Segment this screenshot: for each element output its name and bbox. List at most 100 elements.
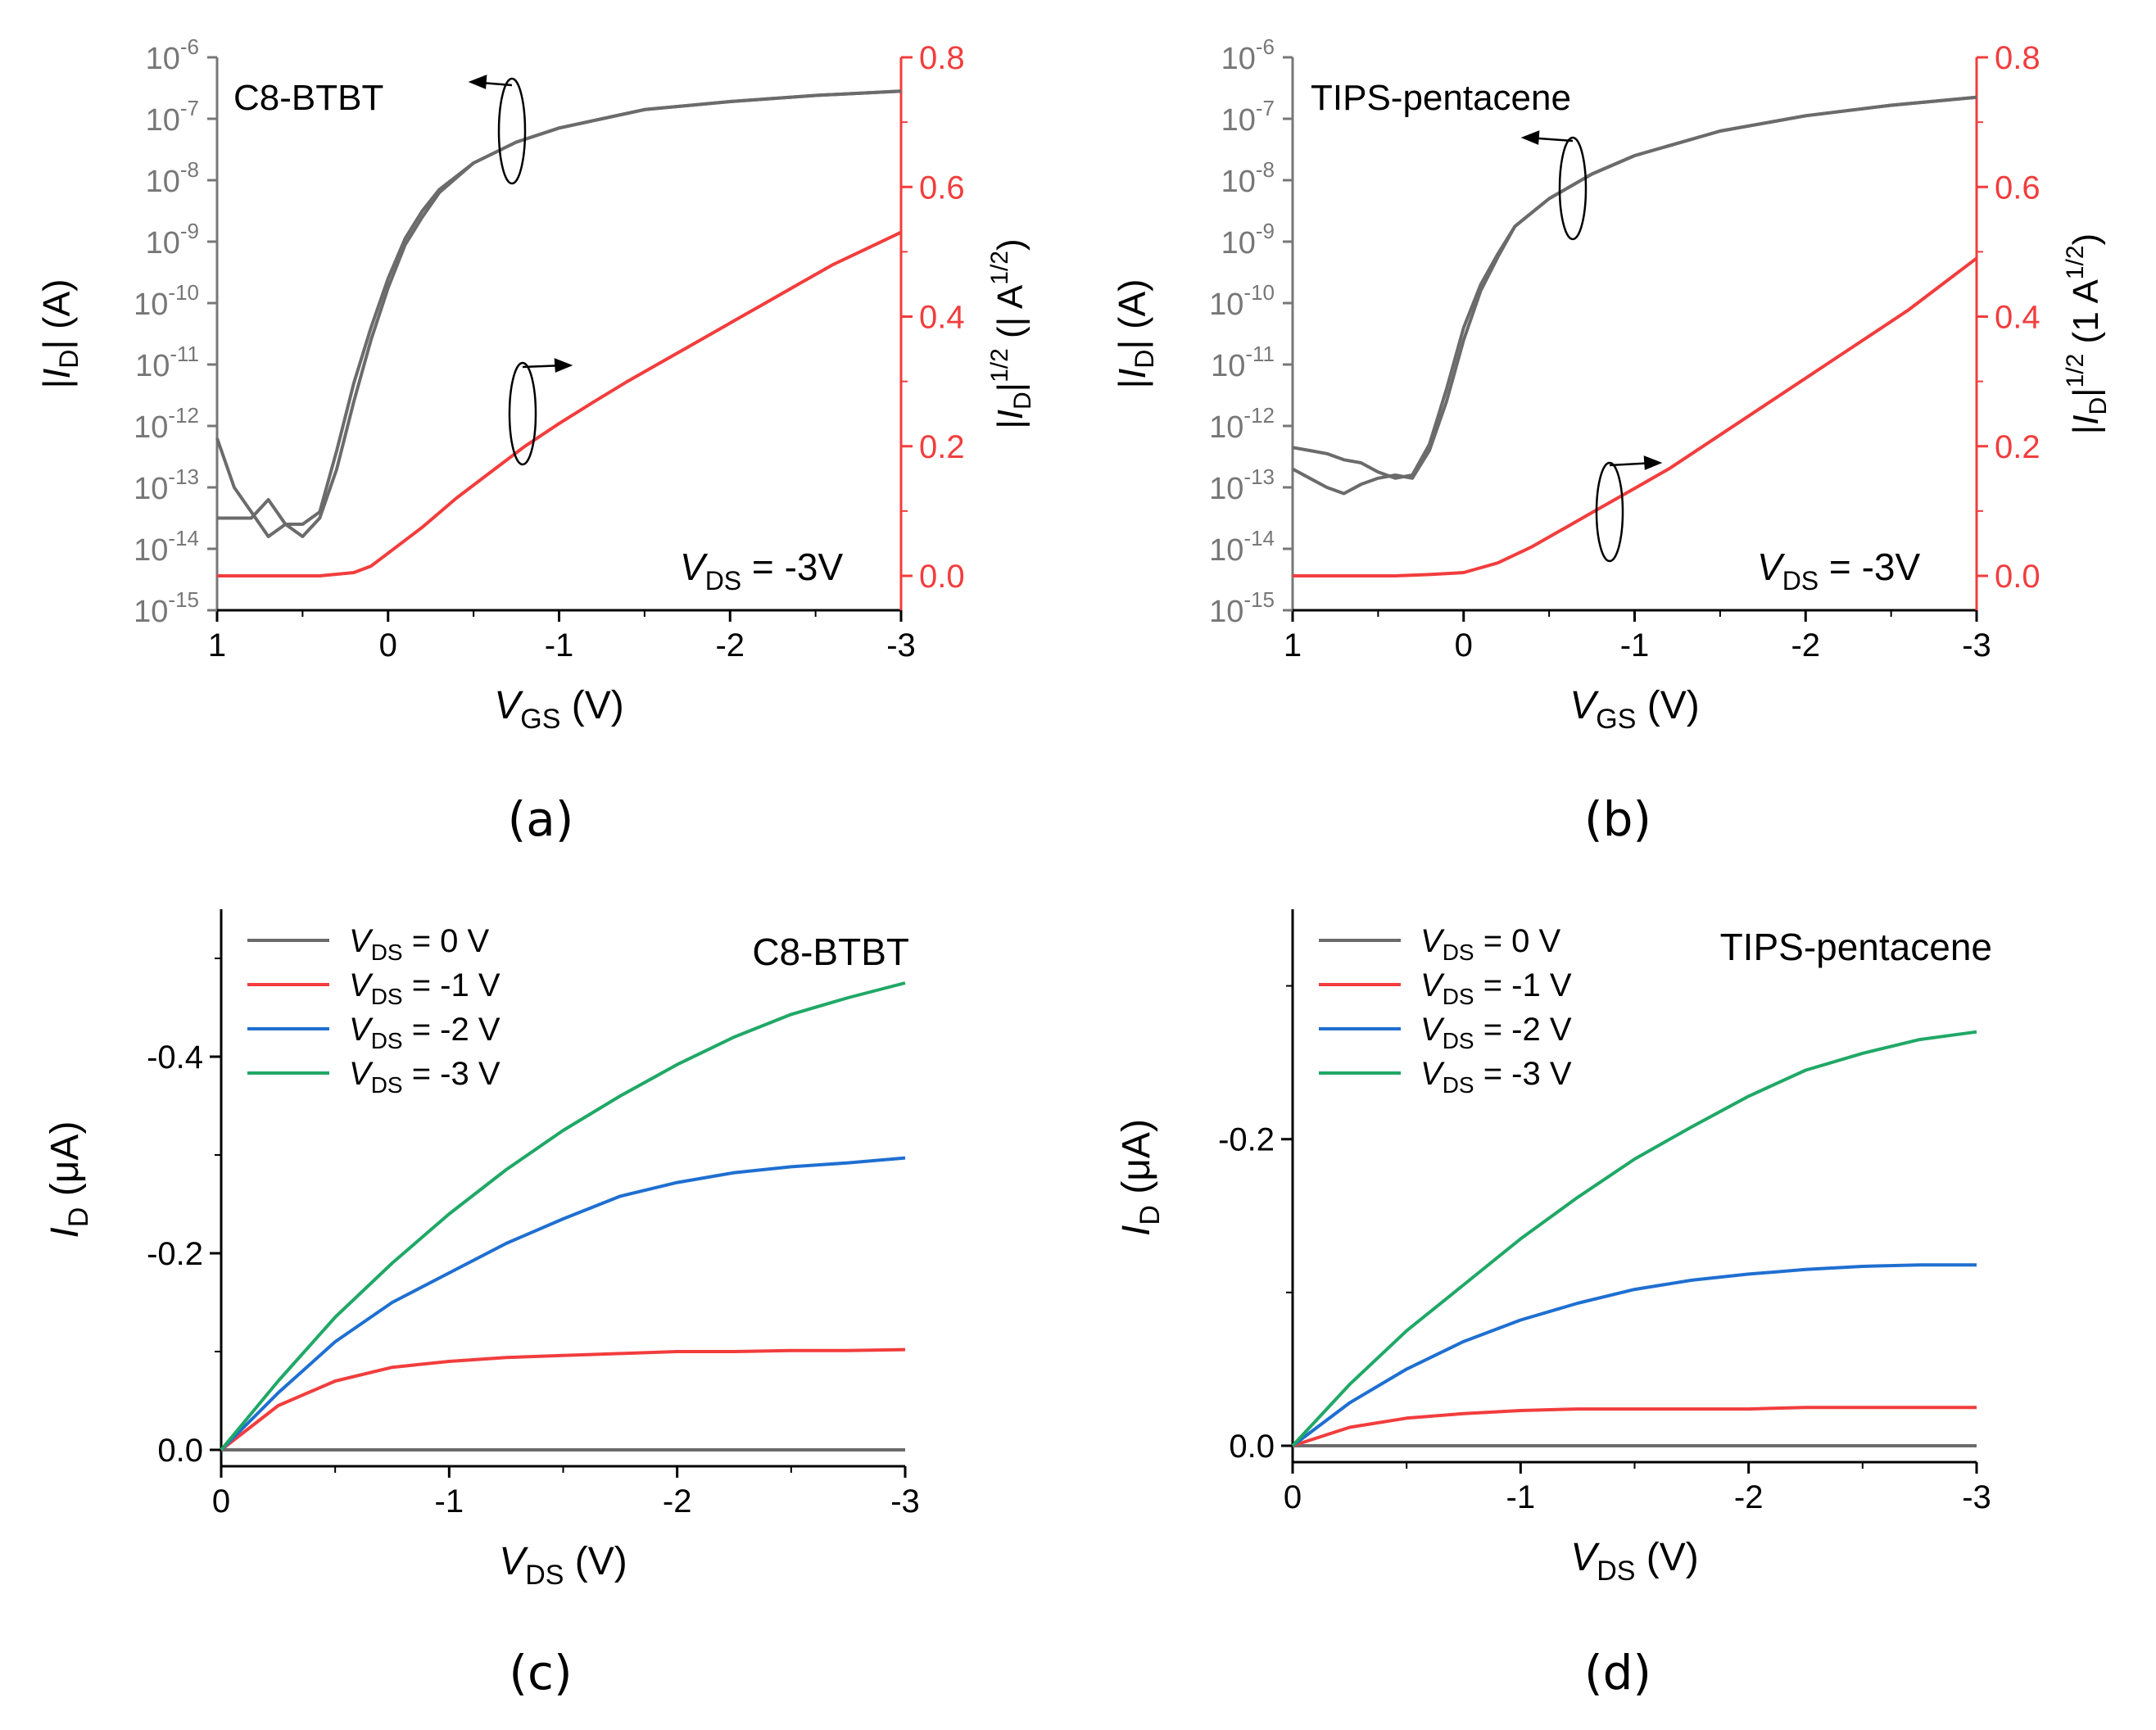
panel-b-y-left-tick-label: 10-9 — [1221, 219, 1275, 260]
panel-a-right-axis-arrow — [508, 358, 573, 466]
panel-a-id-log-curve — [217, 89, 902, 538]
panel-d-x-tick-label: -1 — [1506, 1479, 1536, 1515]
panel-d-x-axis-label: VDS (V) — [1570, 1536, 1699, 1587]
panel-a-y-left-tick-label: 10-8 — [146, 157, 199, 199]
panel-b-x-tick-label: 1 — [1284, 627, 1302, 663]
panel-b-right-axis-arrow — [1595, 455, 1663, 563]
panel-b-y-right-tick-label: 0.2 — [1995, 429, 2040, 465]
panel-c-x-axis-label: VDS (V) — [499, 1540, 627, 1591]
panel-d-y-tick-label: 0.0 — [1229, 1429, 1275, 1465]
panel-c-series-line — [220, 1347, 906, 1451]
panel-a-y-left-tick-label: 10-15 — [134, 587, 199, 629]
panel-a-y-left-tick-label: 10-10 — [134, 280, 199, 322]
panel-b-vds-annotation: VDS = -3V — [1757, 546, 1920, 596]
panel-b-caption: (b) — [1584, 791, 1651, 847]
panel-b-y-left-tick-label: 10-6 — [1221, 34, 1275, 76]
panel-b-x-tick-label: -1 — [1620, 627, 1650, 663]
panel-c-legend-label: VDS = -3 V — [349, 1056, 500, 1098]
panel-b-x-tick-label: -2 — [1791, 627, 1820, 663]
panel-a-vds-annotation: VDS = -3V — [680, 546, 843, 596]
panel-a-y-right-tick-label: 0.6 — [919, 170, 965, 206]
panel-d-x-tick-label: -2 — [1734, 1479, 1764, 1515]
panel-a-y-left-tick-label: 10-11 — [135, 342, 199, 383]
panel-a-y-right-label: |ID|1/2 (| A1/2) — [986, 238, 1036, 428]
panel-b-left-axis-arrow — [1520, 130, 1588, 241]
panel-b-y-left-label: |ID| (A) — [1111, 279, 1159, 389]
panel-c-sample-label: C8-BTBT — [752, 931, 909, 973]
panel-c-series-line — [220, 1156, 906, 1451]
panel-a-caption: (a) — [508, 791, 574, 847]
panel-a-y-right-tick-label: 0.0 — [919, 559, 965, 595]
panel-c-y-tick-label: -0.2 — [147, 1236, 203, 1272]
panel-c-y-tick-label: 0.0 — [157, 1433, 203, 1469]
panel-d-series-line — [1291, 1030, 1977, 1447]
panel-b-sqrt-id-curve — [1293, 256, 1978, 577]
panel-a-y-left-tick-label: 10-7 — [146, 96, 199, 138]
panel-a-x-tick-label: 0 — [379, 627, 397, 663]
panel-a-x-tick-label: 1 — [208, 627, 226, 663]
panel-d-x-tick-label: 0 — [1284, 1479, 1302, 1515]
panel-b-x-tick-label: 0 — [1455, 627, 1473, 663]
panel-d-y-axis-label: ID (μA) — [1115, 1119, 1166, 1236]
panel-b-id-log-curve — [1292, 95, 1977, 496]
panel-a-x-tick-label: -2 — [715, 627, 745, 663]
panel-a-left-axis-arrow — [468, 75, 527, 185]
panel-b-axes: 1 0 -1 -2 -3 VGS (V) 10-15 10-14 10-13 10-12 10-11… — [1111, 34, 2112, 735]
panel-a-sample-label: C8-BTBT — [233, 78, 383, 118]
panel-a-sqrt-id-curve — [217, 230, 902, 577]
panel-d-legend-label: VDS = -3 V — [1420, 1056, 1572, 1098]
panel-b: 1 0 -1 -2 -3 VGS (V) 10-15 10-14 10-13 10-12 10-11… — [1111, 34, 2112, 847]
panel-a-y-right-tick-label: 0.4 — [919, 300, 965, 336]
panel-b-y-left-tick-label: 10-12 — [1209, 403, 1275, 445]
panel-c-x-tick-label: 0 — [212, 1483, 230, 1519]
panel-b-y-left-tick-label: 10-7 — [1221, 96, 1275, 138]
panel-c-series — [220, 981, 906, 1451]
panel-b-y-right-tick-label: 0.6 — [1995, 170, 2040, 206]
panel-a-y-left-tick-label: 10-12 — [134, 403, 199, 445]
panel-b-y-right-tick-label: 0.4 — [1995, 300, 2040, 336]
panel-d-caption: (d) — [1584, 1645, 1651, 1701]
panel-b-x-axis-label: VGS (V) — [1569, 684, 1699, 735]
panel-c-series-line — [220, 981, 906, 1451]
panel-b-y-left-tick-label: 10-14 — [1209, 526, 1275, 568]
panel-c-y-tick-label: -0.4 — [147, 1039, 203, 1076]
panel-a-y-left-label: |ID| (A) — [35, 279, 84, 389]
panel-c: 0 -1 -2 -3 VDS (V) 0.0 -0.2 -0.4 ID (μA) VDS = 0… — [43, 909, 920, 1701]
panel-c-y-axis-label: ID (μA) — [43, 1121, 94, 1239]
panel-a-y-left-tick-label: 10-13 — [134, 464, 199, 506]
panel-a-axes: 1 0 -1 -2 -3 VGS (V) 10-15 10-14 10-13 10-12 10-11… — [35, 34, 1036, 735]
panel-c-legend-label: VDS = 0 V — [349, 923, 490, 965]
panel-b-y-left-tick-label: 10-11 — [1211, 342, 1275, 383]
panel-a-y-left-tick-label: 10-14 — [134, 526, 199, 568]
panel-b-sample-label: TIPS-pentacene — [1311, 78, 1571, 118]
panel-b-y-right-label: |ID|1/2 (1 A1/2) — [2062, 233, 2112, 434]
panel-a-x-tick-label: -1 — [545, 627, 574, 663]
panel-a: 1 0 -1 -2 -3 VGS (V) 10-15 10-14 10-13 10-12 10-11… — [35, 34, 1036, 847]
panel-b-y-left-tick-label: 10-10 — [1209, 280, 1275, 322]
panel-c-x-tick-label: -1 — [435, 1483, 464, 1519]
panel-d-legend-label: VDS = -1 V — [1420, 967, 1572, 1009]
panel-d-sample-label: TIPS-pentacene — [1720, 926, 1992, 968]
panel-b-x-tick-label: -3 — [1962, 627, 1991, 663]
panel-b-series — [1292, 95, 1978, 577]
panel-b-y-left-tick-label: 10-8 — [1221, 157, 1275, 199]
panel-b-y-right-tick-label: 0.8 — [1995, 40, 2040, 76]
panel-c-x-tick-label: -3 — [890, 1483, 920, 1519]
panel-a-x-tick-label: -3 — [886, 627, 916, 663]
panel-a-y-left-tick-label: 10-6 — [146, 34, 199, 76]
panel-c-axes: 0 -1 -2 -3 VDS (V) 0.0 -0.2 -0.4 ID (μA) — [43, 909, 920, 1591]
panel-b-y-left-tick-label: 10-13 — [1209, 464, 1275, 506]
panel-d-series — [1291, 1030, 1977, 1447]
panel-d-legend-label: VDS = 0 V — [1420, 923, 1561, 965]
panel-a-y-right-tick-label: 0.8 — [919, 40, 965, 76]
panel-d-legend-label: VDS = -2 V — [1420, 1012, 1572, 1053]
panel-d-axes: 0 -1 -2 -3 VDS (V) 0.0 -0.2 ID (μA) — [1115, 909, 1991, 1587]
panel-c-legend-label: VDS = -1 V — [349, 967, 500, 1009]
panel-a-y-left-tick-label: 10-9 — [146, 219, 199, 260]
panel-a-x-axis-label: VGS (V) — [494, 684, 623, 735]
panel-a-y-right-tick-label: 0.2 — [919, 429, 965, 465]
